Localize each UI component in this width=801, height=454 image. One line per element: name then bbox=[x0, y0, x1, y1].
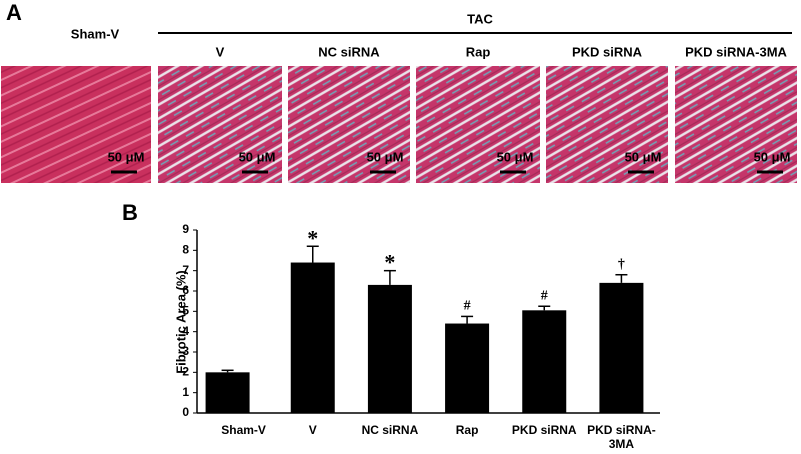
y-tick-label: 5 bbox=[182, 304, 189, 318]
y-tick-label: 8 bbox=[182, 243, 189, 257]
bar bbox=[290, 262, 335, 413]
histology-image bbox=[288, 66, 410, 183]
significance-marker: † bbox=[618, 257, 625, 272]
y-axis-title: Fibrotic Area (%) bbox=[173, 270, 188, 374]
bar bbox=[445, 323, 490, 413]
bar bbox=[599, 282, 644, 413]
y-tick-label: 9 bbox=[182, 222, 189, 236]
histology-image bbox=[675, 66, 797, 183]
x-tick-label: Sham-V bbox=[221, 423, 266, 437]
y-tick-label: 4 bbox=[182, 324, 189, 338]
y-tick-label: 2 bbox=[182, 365, 189, 379]
significance-marker: # bbox=[541, 288, 548, 303]
panel-label: B bbox=[122, 200, 138, 225]
y-tick-label: 3 bbox=[182, 344, 189, 358]
group-label: TAC bbox=[467, 11, 493, 26]
column-label: Sham-V bbox=[71, 26, 120, 41]
histology-image bbox=[158, 66, 282, 183]
bar bbox=[367, 284, 412, 413]
column-label: Rap bbox=[466, 44, 491, 59]
panel-label: A bbox=[6, 0, 22, 25]
significance-marker: # bbox=[464, 299, 471, 314]
x-tick-label: V bbox=[308, 423, 317, 437]
significance-marker: * bbox=[307, 225, 318, 250]
column-label: V bbox=[216, 44, 225, 59]
y-tick-label: 6 bbox=[182, 283, 189, 297]
significance-marker: * bbox=[384, 250, 395, 275]
scale-bar-label: 50 μM bbox=[239, 149, 276, 164]
histology-image bbox=[1, 66, 151, 183]
x-tick-label: NC siRNA bbox=[361, 423, 419, 437]
column-label: PKD siRNA bbox=[572, 44, 643, 59]
histology-image bbox=[546, 66, 668, 183]
scale-bar-label: 50 μM bbox=[367, 149, 404, 164]
column-label: PKD siRNA-3MA bbox=[685, 44, 787, 59]
scale-bar-label: 50 μM bbox=[754, 149, 791, 164]
y-tick-label: 0 bbox=[182, 405, 189, 419]
x-tick-label: PKD siRNA-3MA bbox=[587, 423, 656, 451]
y-tick-label: 7 bbox=[182, 263, 189, 277]
column-label: NC siRNA bbox=[318, 44, 380, 59]
bar bbox=[205, 372, 250, 413]
x-tick-label: PKD siRNA bbox=[511, 423, 577, 437]
scale-bar-label: 50 μM bbox=[625, 149, 662, 164]
y-tick-label: 1 bbox=[182, 385, 189, 399]
bar bbox=[522, 310, 567, 413]
scale-bar-label: 50 μM bbox=[108, 149, 145, 164]
scale-bar-label: 50 μM bbox=[497, 149, 534, 164]
x-tick-label: Rap bbox=[455, 423, 479, 437]
histology-image bbox=[416, 66, 540, 183]
